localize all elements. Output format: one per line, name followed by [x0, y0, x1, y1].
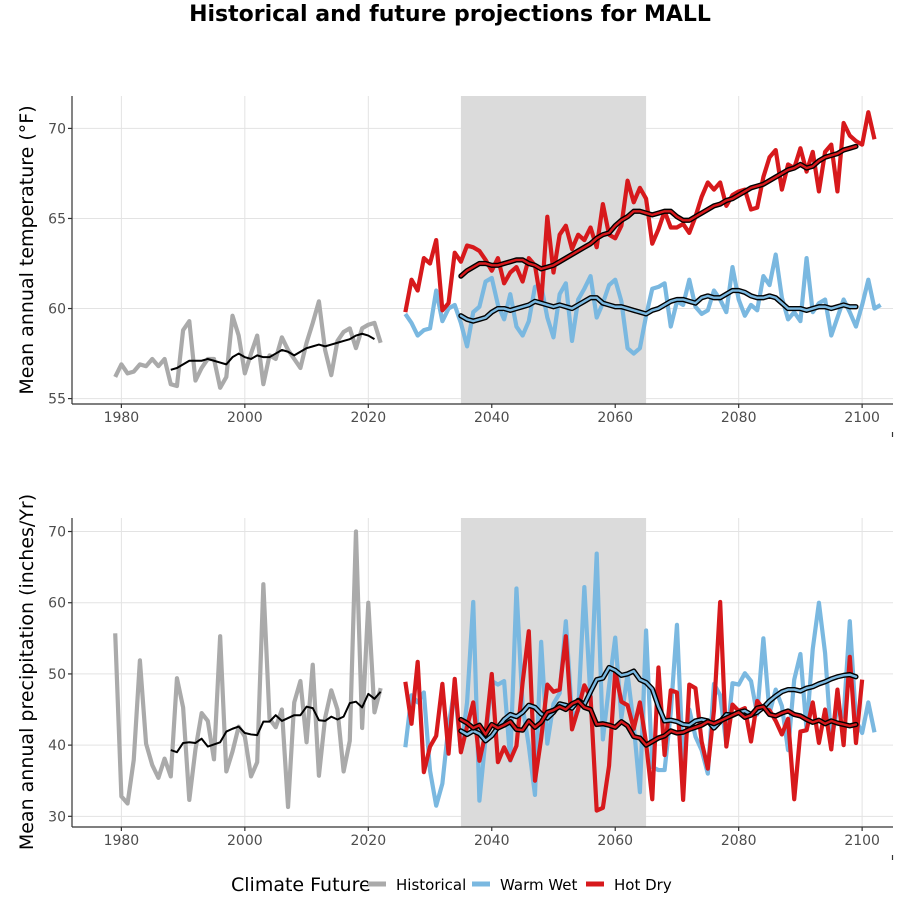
y-tick-label: 60 [48, 302, 66, 318]
y-tick-label: 60 [48, 596, 66, 612]
series-line-historical-10-yr-mean [170, 332, 375, 371]
y-tick-label: 70 [48, 525, 66, 541]
x-tick-label: 2060 [597, 833, 633, 849]
x-tick-label: 1980 [104, 410, 140, 426]
x-tick-label: 2040 [474, 833, 510, 849]
series-line-hot-dry [403, 599, 865, 813]
x-tick-label: 1980 [104, 833, 140, 849]
x-tick-label: 2100 [844, 833, 880, 849]
x-tick-label: 2080 [721, 833, 757, 849]
legend-label-warm-wet: Warm Wet [500, 876, 578, 894]
x-tick-label: 2100 [844, 410, 880, 426]
legend-label-hot-dry: Hot Dry [614, 876, 672, 894]
precipitation-panel: 30 40 50 60 70 1980 2000 2020 2040 2060 2080 2100 Me… [16, 494, 894, 860]
y-tick-label: 40 [48, 738, 66, 754]
x-tick-label: 2000 [227, 833, 263, 849]
series-line-warm-wet-10-yr-mean [459, 289, 858, 323]
series-line-warm-wet-10-yr-mean [459, 666, 858, 743]
y-axis-label: Mean annual temperature (°F) [16, 105, 38, 394]
x-tick-label: 2080 [721, 410, 757, 426]
y-tick-label: 30 [48, 809, 66, 825]
shaded-period [460, 96, 647, 404]
y-tick-label: 50 [48, 667, 66, 683]
chart-title: Historical and future projections for MA… [189, 2, 711, 27]
temperature-panel: 55 60 65 70 1980 2000 2020 2040 2060 2080 2100 Mean… [16, 96, 894, 437]
series-group [113, 110, 882, 390]
y-tick-label: 70 [48, 121, 66, 137]
legend-item-warm-wet: Warm Wet [472, 876, 578, 894]
series-line-historical [113, 529, 383, 810]
y-tick-label: 65 [48, 211, 66, 227]
series-line-hot-dry-10-yr-mean [459, 145, 858, 278]
series-line-hot-dry [403, 110, 877, 313]
series-line-historical [113, 299, 383, 390]
legend-label-historical: Historical [396, 876, 466, 894]
y-tick-label: 55 [48, 392, 66, 408]
series-line-historical-10-yr-mean [170, 691, 382, 754]
y-axis-label: Mean annual precipitation (inches/Yr) [16, 494, 38, 850]
legend-item-historical: Historical [368, 876, 466, 894]
x-tick-label: 2020 [350, 410, 386, 426]
legend-title: Climate Future [231, 874, 371, 896]
x-tick-label: 2000 [227, 410, 263, 426]
series-group [113, 529, 877, 813]
legend: Climate Future Historical Warm Wet Hot D… [231, 874, 672, 896]
series-line-hot-dry-10-yr-mean [459, 699, 858, 747]
legend-item-hot-dry: Hot Dry [586, 876, 672, 894]
x-tick-label: 2020 [350, 833, 386, 849]
series-line-warm-wet [403, 551, 877, 808]
x-tick-label: 2040 [474, 410, 510, 426]
x-tick-label: 2060 [597, 410, 633, 426]
